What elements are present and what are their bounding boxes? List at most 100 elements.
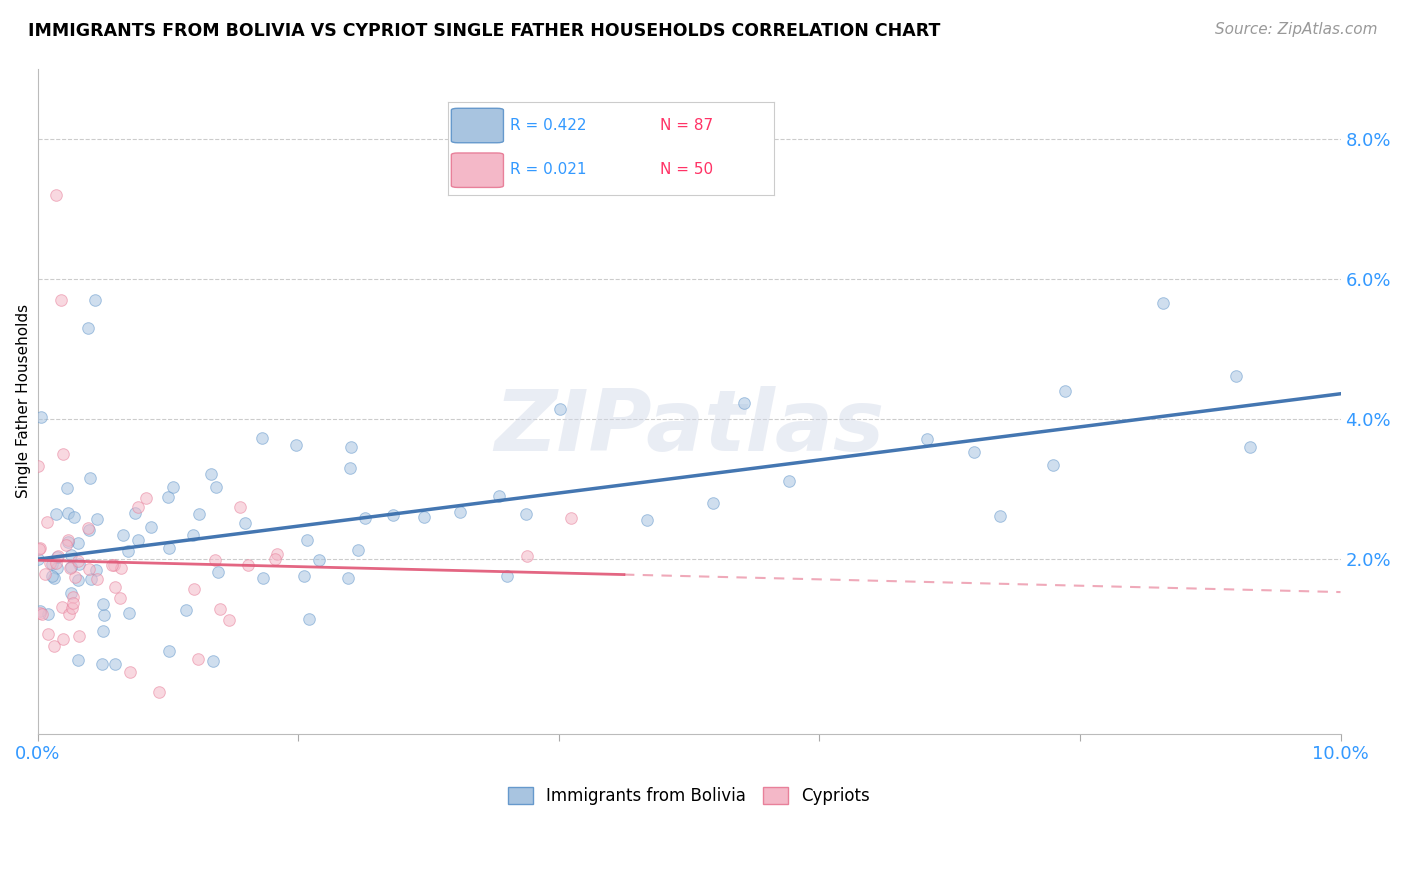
Point: [139, 520, 162, 534]
Point: [84, 563, 107, 577]
Point: [60, 586, 83, 600]
Point: [104, 580, 127, 594]
Point: [28, 604, 51, 618]
Point: [46, 549, 69, 563]
Point: [58, 607, 80, 621]
Point: [45, 507, 67, 521]
Point: [27, 459, 49, 474]
Point: [337, 571, 360, 585]
Point: [37, 515, 59, 529]
Point: [488, 489, 510, 503]
Point: [515, 507, 537, 521]
Point: [59, 548, 82, 562]
Point: [1225, 369, 1247, 384]
Point: [252, 431, 274, 445]
Point: [560, 510, 582, 524]
Point: [31, 607, 53, 621]
Point: [187, 652, 209, 666]
Point: [218, 613, 240, 627]
Point: [62, 510, 84, 524]
Point: [118, 665, 141, 679]
Text: IMMIGRANTS FROM BOLIVIA VS CYPRIOT SINGLE FATHER HOUSEHOLDS CORRELATION CHART: IMMIGRANTS FROM BOLIVIA VS CYPRIOT SINGL…: [28, 22, 941, 40]
Point: [55, 538, 77, 552]
Point: [49, 293, 72, 307]
Point: [51, 632, 73, 647]
Point: [252, 571, 274, 585]
Point: [110, 561, 132, 575]
Point: [156, 490, 179, 504]
Y-axis label: Single Father Households: Single Father Households: [15, 304, 31, 498]
Point: [413, 509, 436, 524]
Point: [117, 544, 139, 558]
Point: [34, 566, 56, 581]
Point: [183, 582, 205, 596]
Point: [67, 554, 90, 568]
Point: [381, 508, 404, 522]
Point: [101, 558, 124, 573]
Point: [62, 596, 84, 610]
Point: [91, 624, 114, 639]
Point: [52, 446, 75, 460]
Point: [79, 523, 101, 537]
Point: [58, 561, 80, 575]
Point: [62, 591, 84, 605]
Point: [733, 396, 755, 410]
Point: [41, 558, 63, 572]
Point: [200, 467, 222, 481]
Point: [55, 482, 77, 496]
Point: [298, 612, 321, 626]
Point: [702, 496, 724, 510]
Point: [30, 409, 52, 424]
Point: [162, 480, 184, 494]
Point: [37, 607, 59, 621]
Point: [292, 569, 315, 583]
Point: [963, 444, 986, 458]
Point: [236, 558, 259, 572]
Point: [202, 654, 225, 668]
Point: [449, 504, 471, 518]
Point: [263, 552, 285, 566]
Point: [108, 591, 131, 606]
Point: [41, 569, 63, 583]
Point: [1042, 458, 1064, 472]
Point: [46, 561, 69, 575]
Point: [285, 438, 308, 452]
Point: [157, 644, 180, 658]
Point: [45, 187, 67, 202]
Point: [86, 572, 108, 586]
Point: [135, 491, 157, 506]
Point: [127, 533, 149, 547]
Point: [266, 547, 288, 561]
Point: [228, 500, 250, 514]
Point: [38, 556, 60, 570]
Point: [188, 507, 211, 521]
Point: [778, 475, 800, 489]
Point: [233, 516, 256, 530]
Point: [83, 293, 105, 307]
Point: [339, 460, 361, 475]
Text: ZIPatlas: ZIPatlas: [494, 386, 884, 469]
Point: [56, 533, 79, 548]
Point: [93, 607, 115, 622]
Point: [60, 560, 83, 574]
Point: [42, 639, 65, 653]
Point: [204, 553, 226, 567]
Point: [65, 570, 87, 584]
Point: [37, 626, 59, 640]
Point: [308, 553, 330, 567]
Point: [1239, 440, 1261, 454]
Point: [46, 550, 69, 565]
Point: [1053, 384, 1076, 398]
Point: [67, 652, 90, 666]
Point: [111, 528, 134, 542]
Point: [60, 601, 83, 615]
Point: [127, 500, 149, 515]
Point: [346, 542, 368, 557]
Point: [148, 684, 170, 698]
Point: [174, 603, 197, 617]
Point: [354, 510, 377, 524]
Point: [67, 629, 90, 643]
Point: [56, 506, 79, 520]
Point: [86, 512, 108, 526]
Point: [990, 509, 1012, 524]
